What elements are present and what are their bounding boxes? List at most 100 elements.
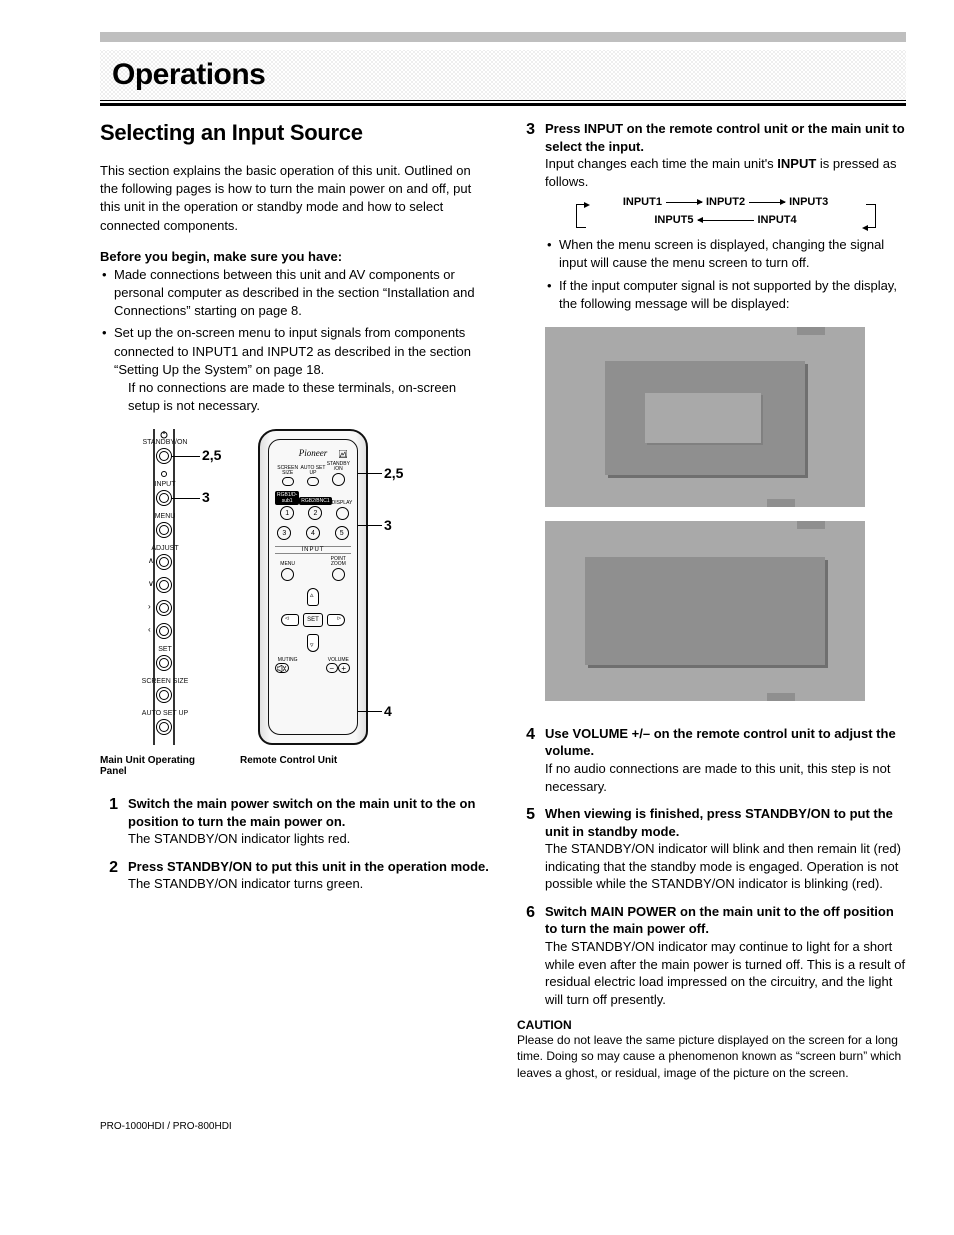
before-begin-heading: Before you begin, make sure you have: (100, 249, 489, 264)
remote-btn-zoom (332, 568, 345, 581)
step-number: 6 (517, 903, 535, 1008)
remote-label-rgb1: RGB1/D-sub1 (275, 491, 299, 505)
callout-4-remote: 4 (384, 703, 392, 719)
remote-btn-auto (307, 477, 319, 486)
panel-label-set: SET (140, 646, 190, 653)
step-bold: When viewing is finished, press STANDBY/… (545, 805, 906, 840)
caution-body: Please do not leave the same picture dis… (517, 1032, 906, 1081)
step-6: 6 Switch MAIN POWER on the main unit to … (517, 903, 906, 1008)
remote-btn-3: 3 (277, 526, 291, 540)
step-number: 1 (100, 795, 118, 848)
remote-btn-vol-plus: + (338, 663, 350, 673)
diagram-captions: Main Unit Operating Panel Remote Control… (100, 755, 489, 777)
screen-diagram-1 (545, 327, 865, 507)
remote-control-diagram: Pioneer SCREEN SIZE AUTO SET UP STANDBY … (240, 429, 400, 749)
remote-label-screen: SCREEN SIZE (275, 466, 300, 476)
remote-btn-screen (282, 477, 294, 486)
remote-row-menu-zoom: MENU POINT ZOOM (275, 557, 351, 584)
step-bold: Switch the main power switch on the main… (128, 795, 489, 830)
step-bold: Press STANDBY/ON to put this unit in the… (128, 858, 489, 876)
screen-lip (767, 499, 795, 507)
panel-label-adjust: ADJUST (140, 545, 190, 552)
header-grey-bar (100, 32, 906, 42)
remote-btn-display (336, 507, 349, 520)
screen-inner-window (645, 393, 761, 443)
remote-dpad: SET ▵ ▿ ◃ ▹ (281, 588, 345, 652)
cycle-input5: INPUT5 (654, 214, 693, 226)
chapter-title: Operations (112, 58, 265, 92)
lead-line (172, 498, 200, 499)
before-begin-list: Made connections between this unit and A… (100, 266, 489, 416)
caret-left-icon: ‹ (148, 625, 151, 634)
arrow-right-icon (749, 202, 785, 203)
list-item: Set up the on-screen menu to input signa… (100, 324, 489, 415)
rule-thick (100, 103, 906, 106)
section-title: Selecting an Input Source (100, 120, 489, 146)
callout-2-5: 2,5 (202, 447, 221, 463)
step-para: The STANDBY/ON indicator may continue to… (545, 938, 906, 1008)
step-bold: Switch MAIN POWER on the main unit to th… (545, 903, 906, 938)
remote-row-rgb: RGB1/D-sub11 RGB2/BNC12 DISPLAY (275, 491, 351, 523)
input-cycle-diagram: INPUT1 INPUT2 INPUT3 INPUT5 INPUT4 (576, 196, 876, 226)
step-5: 5 When viewing is finished, press STANDB… (517, 805, 906, 893)
remote-label-display: DISPLAY (332, 501, 353, 506)
screen-lip (797, 327, 825, 335)
triangle-right-icon: ▹ (337, 614, 341, 622)
remote-body: Pioneer SCREEN SIZE AUTO SET UP STANDBY … (258, 429, 368, 745)
step-1: 1 Switch the main power switch on the ma… (100, 795, 489, 848)
remote-label-menu: MENU (275, 562, 300, 567)
step-bold: Press INPUT on the remote control unit o… (545, 120, 906, 155)
caption-panel: Main Unit Operating Panel (100, 755, 220, 777)
main-unit-panel-diagram: STANDBY/ON INPUT MENU ADJUST ∧ ∨ › ‹ SET (100, 429, 220, 749)
cycle-edge-right (866, 204, 876, 228)
lead-line (358, 711, 382, 712)
triangle-down-icon: ▿ (310, 641, 314, 649)
panel-label-menu: MENU (140, 513, 190, 520)
list-item: Made connections between this unit and A… (100, 266, 489, 321)
remote-btn-2: 2 (308, 506, 322, 520)
right-column: 3 Press INPUT on the remote control unit… (517, 120, 906, 1081)
list-item: If the input computer signal is not supp… (545, 277, 906, 313)
lead-line (358, 525, 382, 526)
remote-row-bottom: MUTING VOLUME − + (275, 658, 351, 673)
dpad-right (327, 614, 345, 626)
remote-inner: Pioneer SCREEN SIZE AUTO SET UP STANDBY … (268, 439, 358, 735)
step3-bullets: When the menu screen is displayed, chang… (545, 236, 906, 313)
step-para: If no audio connections are made to this… (545, 760, 906, 795)
two-column-layout: Selecting an Input Source This section e… (100, 120, 906, 1081)
step-2: 2 Press STANDBY/ON to put this unit in t… (100, 858, 489, 893)
cycle-input2: INPUT2 (706, 196, 745, 208)
step-para: Input changes each time the main unit's … (545, 155, 906, 190)
callout-3: 3 (202, 489, 210, 505)
lead-line (172, 456, 200, 457)
left-column: Selecting an Input Source This section e… (100, 120, 489, 1081)
arrow-right-icon (666, 202, 702, 203)
screen-panel (585, 557, 825, 665)
screen-lip (767, 693, 795, 701)
caret-up-icon: ∧ (148, 556, 154, 565)
panel-label-screen: SCREEN SIZE (140, 678, 190, 685)
panel-label-auto: AUTO SET UP (140, 710, 190, 717)
cycle-input1: INPUT1 (623, 196, 662, 208)
remote-section-input: INPUT (275, 546, 351, 554)
remote-btn-mute (275, 663, 289, 673)
remote-row-top: SCREEN SIZE AUTO SET UP STANDBY /ON (275, 462, 351, 489)
callout-2-5-remote: 2,5 (384, 465, 403, 481)
remote-row-345: 3 4 5 (275, 525, 351, 543)
ir-icon (339, 450, 347, 458)
rule-thin (100, 100, 906, 101)
triangle-up-icon: ▵ (310, 591, 314, 599)
step-number: 4 (517, 725, 535, 795)
diagram-row: STANDBY/ON INPUT MENU ADJUST ∧ ∨ › ‹ SET (100, 429, 489, 749)
screen-lip (797, 521, 825, 529)
arrow-left-icon (698, 220, 754, 221)
steps-3-6: 3 Press INPUT on the remote control unit… (517, 120, 906, 1008)
remote-label-muting: MUTING (275, 658, 300, 663)
power-icon (160, 431, 168, 439)
panel-label-standby: STANDBY/ON (140, 439, 190, 446)
chapter-title-band: Operations (100, 50, 906, 100)
caret-right-icon: › (148, 602, 151, 611)
steps-1-2: 1 Switch the main power switch on the ma… (100, 795, 489, 893)
step-3: 3 Press INPUT on the remote control unit… (517, 120, 906, 715)
mute-icon (277, 665, 287, 672)
